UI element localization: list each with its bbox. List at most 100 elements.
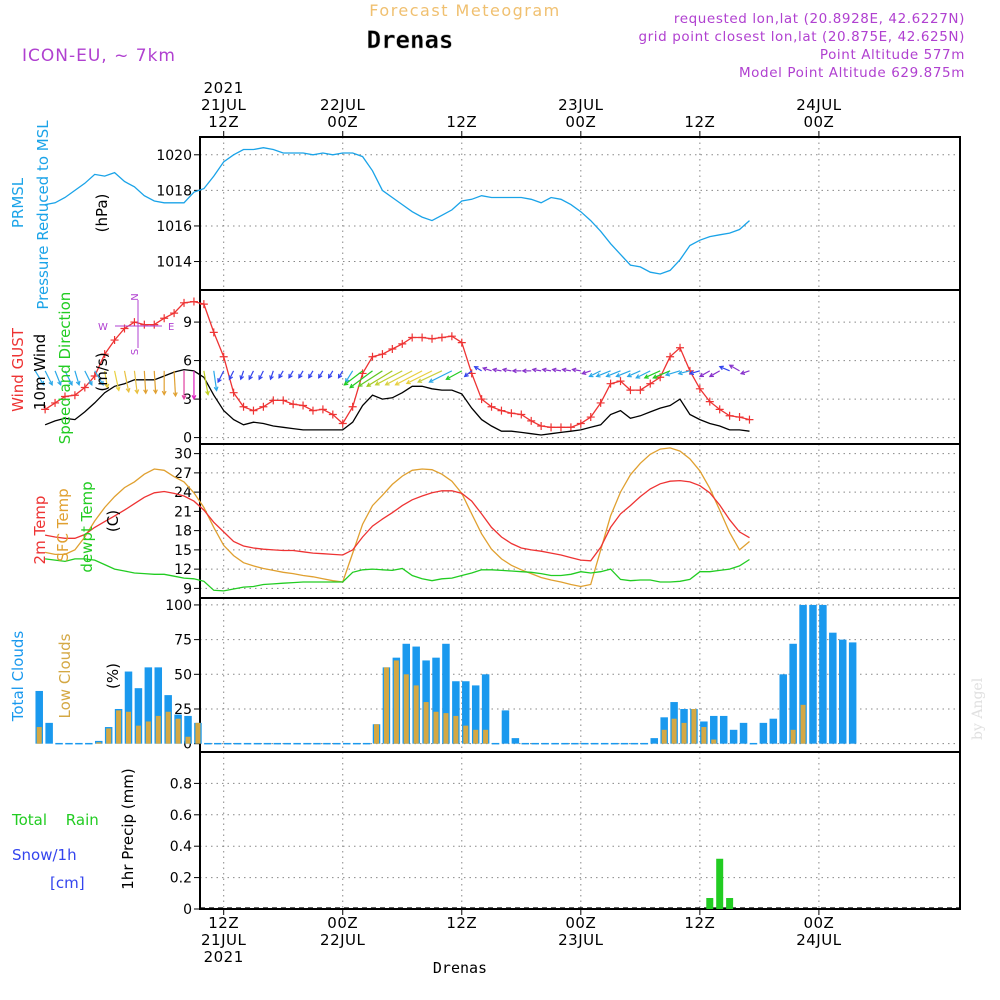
pressure-tick-label: 1016 — [156, 219, 192, 235]
precip-tick-label: 0 — [183, 902, 192, 918]
wind-arrow-head — [308, 373, 313, 379]
wind-arrow — [502, 368, 512, 372]
top-time-label: 2021 — [204, 79, 244, 97]
low-cloud-bar — [443, 713, 449, 744]
gust-marker — [705, 397, 714, 406]
wind-arrow — [596, 370, 611, 378]
total-cloud-bar — [829, 632, 837, 744]
total-cloud-bar — [501, 710, 510, 744]
wind-arrow — [74, 370, 80, 386]
low-cloud-bar — [453, 715, 459, 744]
wind-arrow-head — [445, 375, 451, 380]
wind-arrow-head — [349, 383, 355, 389]
gust-marker — [140, 320, 149, 329]
wind-arrow-head — [239, 375, 245, 381]
prmsl-label: PRMSL — [9, 177, 27, 228]
wind-arrow — [64, 370, 73, 386]
top-time-label: 12Z — [208, 113, 239, 131]
clouds-tick-label: 0 — [183, 737, 192, 753]
temp-tick-label: 9 — [183, 581, 192, 597]
rain-bar — [706, 898, 714, 909]
gust-marker — [180, 298, 189, 307]
clouds-tick-label: 50 — [174, 667, 192, 683]
wind-arrow — [338, 370, 344, 379]
total-cloud-bar — [35, 690, 43, 744]
wind-arrow-head — [357, 382, 363, 387]
wind10m-label: 10m Wind — [31, 334, 49, 410]
wind-arrow-head — [68, 380, 73, 386]
top-time-label: 22JUL — [320, 96, 365, 114]
wind-arrow — [589, 370, 601, 377]
t2m-line — [44, 479, 750, 562]
wind-arrow — [44, 370, 53, 386]
temp-frame — [199, 443, 961, 599]
gust-marker — [80, 383, 89, 392]
wind-arrow — [464, 370, 473, 377]
gust-marker — [596, 398, 605, 407]
wind-arrow-head — [581, 370, 587, 375]
low-cloud-bar — [473, 729, 479, 744]
low-cloud-bar — [155, 715, 161, 744]
wind-arrow-head — [635, 374, 641, 379]
wind-arrow — [740, 370, 750, 375]
wind-arrow — [84, 370, 93, 386]
wind-arrow-head — [511, 368, 517, 374]
gust-marker — [676, 343, 685, 352]
bottom-time-label: 12Z — [208, 914, 239, 932]
gust-marker — [308, 406, 317, 415]
low-cloud-bar — [185, 736, 191, 744]
wind-arrow — [298, 370, 304, 379]
precip-tick-label: 0.2 — [170, 871, 192, 887]
gust-marker — [507, 409, 516, 418]
gust-marker — [259, 402, 268, 411]
wind-arrow-head — [626, 372, 632, 378]
wind-arrow — [606, 370, 621, 378]
wind-arrow-head — [417, 378, 423, 383]
wind-arrow-head — [541, 367, 547, 373]
clouds-tick-label: 100 — [165, 598, 192, 614]
wind-arrow-head — [551, 367, 557, 373]
wind-arrow-head — [134, 389, 140, 395]
wind-arrow — [217, 370, 225, 383]
wind-arrow-head — [677, 370, 683, 376]
gust-marker — [368, 352, 377, 361]
gust-line — [44, 300, 750, 428]
wind-arrow — [248, 370, 254, 380]
pressure-panel: 1014 1016 1018 1020 — [44, 136, 961, 291]
wind-arrow-head — [652, 374, 658, 379]
wind-arrow-head — [288, 373, 293, 379]
wind-arrow — [552, 368, 562, 372]
total-cloud-bar — [452, 681, 460, 744]
low-cloud-bar — [116, 710, 122, 744]
wind-arrow-head — [228, 375, 234, 381]
total-cloud-bar — [759, 722, 768, 744]
wind-arrow — [395, 370, 423, 386]
model-label: ICON-EU, ~ 7km — [22, 46, 176, 66]
total-cloud-bar — [154, 667, 163, 744]
gust-marker — [328, 410, 337, 419]
low-cloud-bar — [790, 729, 796, 744]
pressure-line — [44, 147, 750, 275]
wind-arrow-head — [57, 380, 62, 387]
low-cloud-bar — [413, 685, 419, 744]
gust-marker — [398, 339, 407, 348]
wind-arrow-head — [521, 368, 527, 374]
wind-arrow-head — [104, 383, 110, 389]
tsfc-label: SFC Temp — [54, 488, 72, 561]
gust-marker — [437, 333, 446, 342]
wind-arrow — [653, 370, 671, 379]
wind-arrow-head — [213, 386, 219, 392]
gust-marker — [388, 345, 397, 354]
wind-arrow — [173, 370, 177, 397]
gust-marker — [100, 350, 109, 359]
precip-tick-label: 0.6 — [170, 808, 192, 824]
low-cloud-bar — [483, 729, 489, 744]
wind-arrow — [203, 370, 209, 395]
temp-tick-label: 18 — [174, 524, 192, 540]
gust-marker — [487, 402, 496, 411]
dewpt-line — [45, 558, 750, 592]
snow-unit-label: [cm] — [50, 874, 85, 892]
top-time-label: 00Z — [327, 113, 358, 131]
